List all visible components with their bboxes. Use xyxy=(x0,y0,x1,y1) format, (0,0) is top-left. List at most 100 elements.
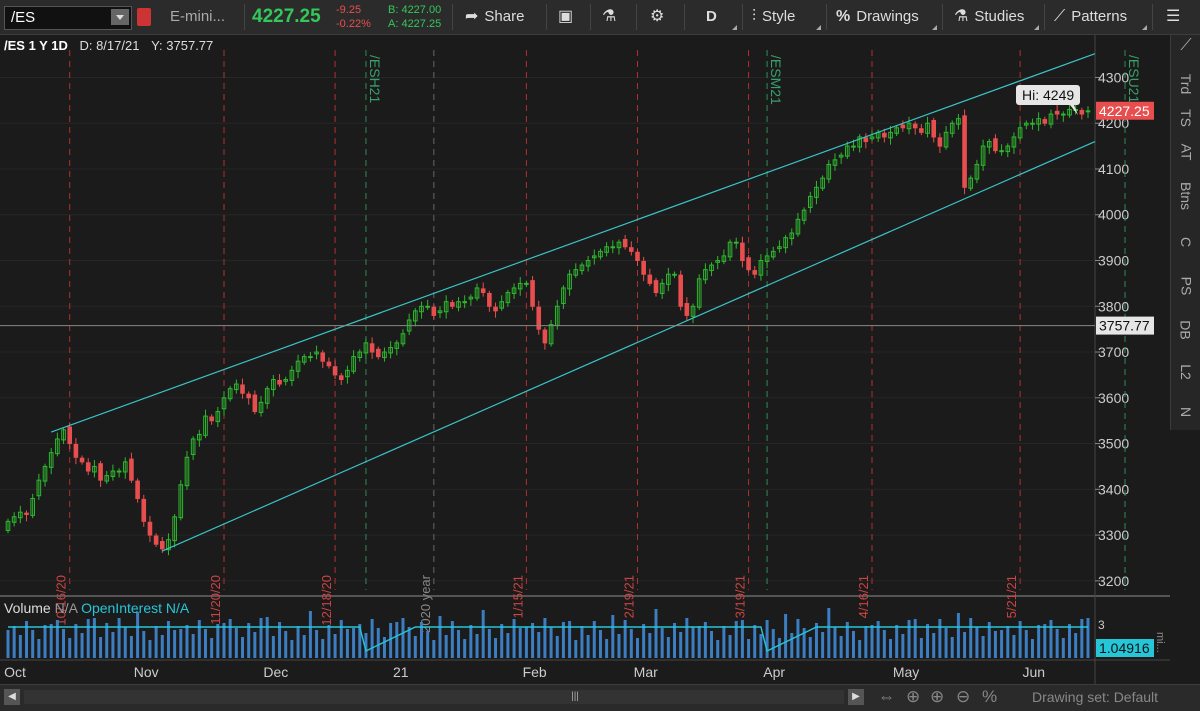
zoom-out-icon[interactable]: ⊖ xyxy=(956,687,971,706)
volume-bar xyxy=(611,615,615,658)
link-color-icon[interactable] xyxy=(137,8,151,26)
volume-bar xyxy=(808,637,812,658)
candle-body xyxy=(598,250,603,258)
volume-bar xyxy=(716,640,720,658)
tab-n[interactable]: N xyxy=(1178,406,1194,418)
style-menu[interactable]: ⫶ Style xyxy=(752,0,795,34)
candle-body xyxy=(437,310,443,314)
tab-ts[interactable]: TS xyxy=(1177,109,1194,127)
pan-icon[interactable]: ⇔ xyxy=(878,687,895,706)
chart-info-button[interactable]: ▣ xyxy=(558,0,579,34)
volume-bar xyxy=(993,631,997,658)
zoom-in-icon[interactable]: ⊕ xyxy=(930,687,945,706)
lower-axis-note: mi... xyxy=(1154,632,1166,653)
volume-bar xyxy=(956,613,960,658)
volume-bar xyxy=(1074,633,1078,658)
candle-body xyxy=(906,122,912,130)
candle-body xyxy=(986,141,992,148)
symbol-dropdown-button[interactable] xyxy=(111,9,129,25)
candle-body xyxy=(993,138,998,152)
candle-body xyxy=(499,301,505,309)
x-axis-month-label: Apr xyxy=(763,664,785,680)
studies-menu[interactable]: ⚗ Studies xyxy=(954,0,1024,34)
more-button[interactable]: ☰ xyxy=(1166,0,1186,34)
period-selector[interactable]: D xyxy=(706,8,717,25)
volume-bar xyxy=(926,624,930,658)
volume-bar xyxy=(864,626,868,658)
percent-icon: % xyxy=(836,8,851,25)
patterns-menu[interactable]: ⟋ Patterns xyxy=(1054,0,1127,34)
tab-l2[interactable]: L2 xyxy=(1177,364,1194,380)
tab-trd[interactable]: Trd xyxy=(1177,73,1194,95)
scroll-right-button[interactable]: ▶ xyxy=(848,689,864,705)
candle-body xyxy=(912,123,918,129)
volume-bar xyxy=(512,619,516,658)
volume-bar xyxy=(296,626,300,658)
volume-bar xyxy=(932,633,936,658)
volume-bar xyxy=(907,620,911,658)
volume-bar xyxy=(1043,624,1047,658)
volume-bar xyxy=(697,626,701,658)
candle-body xyxy=(382,351,387,359)
candle-body xyxy=(629,247,634,252)
candle-body xyxy=(11,516,17,523)
crosshair-icon[interactable]: ⊕ xyxy=(906,687,921,706)
tab-db[interactable]: DB xyxy=(1177,320,1194,340)
candle-body xyxy=(141,498,147,522)
candle-body xyxy=(1085,110,1091,113)
volume-bar xyxy=(185,625,189,658)
share-button[interactable]: ➦ Share xyxy=(465,0,524,34)
candle-body xyxy=(783,237,788,249)
drawings-menu[interactable]: % Drawings xyxy=(836,0,919,34)
volume-bar xyxy=(759,634,763,658)
candle-body xyxy=(1061,113,1066,116)
candle-body xyxy=(55,438,60,455)
tab-at[interactable]: AT xyxy=(1177,143,1194,161)
price-chart[interactable]: 3200 3300 3400 3500 3600 3700 3800 3900 4000 4100… xyxy=(0,35,1170,685)
scroll-thumb-icon[interactable]: ||| xyxy=(571,691,579,702)
horizontal-scrollbar[interactable]: ||| xyxy=(24,690,844,704)
candle-body xyxy=(795,218,801,235)
settings-button[interactable]: ⚙ xyxy=(650,0,670,34)
candle-body xyxy=(777,246,782,250)
tab-ps[interactable]: PS xyxy=(1178,276,1194,296)
candle-body xyxy=(511,287,517,294)
candle-body xyxy=(487,292,492,307)
candle-body xyxy=(703,269,708,281)
candle-body xyxy=(48,452,54,468)
volume-bar xyxy=(506,633,510,658)
y-tick-label: 3800 xyxy=(1098,298,1129,314)
chart-type-icon[interactable]: ⟋ xyxy=(1180,37,1192,54)
candle-body xyxy=(184,456,190,487)
zoom-percent-icon[interactable]: % xyxy=(982,687,998,706)
candle-body xyxy=(641,260,646,275)
candle-body xyxy=(838,154,844,158)
flask-button[interactable]: ⚗ xyxy=(602,0,622,34)
cursor-date: D: 8/17/21 xyxy=(79,38,140,53)
candle-body xyxy=(517,282,523,290)
volume-bar xyxy=(241,637,245,658)
x-axis-month-label: Mar xyxy=(634,664,658,680)
x-axis-month-label: Dec xyxy=(263,664,288,680)
scroll-left-button[interactable]: ◀ xyxy=(4,689,20,705)
tab-c[interactable]: C xyxy=(1178,236,1194,248)
candle-body xyxy=(73,443,79,458)
candle-body xyxy=(579,264,585,272)
candle-body xyxy=(635,251,640,262)
volume-bar xyxy=(605,639,609,658)
tab-btns[interactable]: Btns xyxy=(1177,181,1194,211)
date-marker-label: 1/15/21 xyxy=(510,575,525,618)
candle-body xyxy=(1079,109,1085,115)
candle-body xyxy=(110,470,116,478)
volume-bar xyxy=(722,626,726,658)
chart-header: /ES 1 Y 1D D: 8/17/21 Y: 3757.77 xyxy=(4,38,213,53)
candle-body xyxy=(153,535,159,545)
volume-bar xyxy=(747,639,751,658)
volume-bar xyxy=(308,611,312,658)
volume-bar xyxy=(944,628,948,658)
candle-body xyxy=(172,516,177,542)
volume-bar xyxy=(179,629,183,658)
drawing-set-selector[interactable]: Drawing set: Default xyxy=(1032,689,1159,705)
volume-bar xyxy=(648,633,652,658)
symbol-input[interactable]: /ES xyxy=(4,6,132,30)
